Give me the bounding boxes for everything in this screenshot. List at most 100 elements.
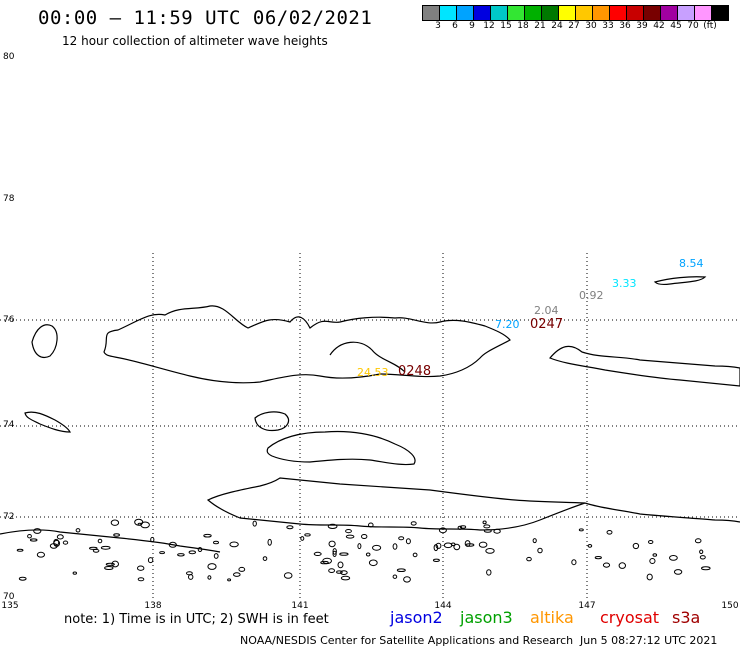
lake xyxy=(412,552,418,558)
lake xyxy=(646,573,653,581)
coastlines xyxy=(0,276,740,553)
lake xyxy=(453,543,461,551)
island-new-siberia xyxy=(549,345,740,387)
lake xyxy=(328,568,336,573)
scale-label: 42 xyxy=(653,21,665,31)
scale-label: 27 xyxy=(568,21,580,31)
island-stolbovoy xyxy=(24,411,71,433)
lake xyxy=(262,556,268,561)
lake xyxy=(213,553,219,559)
lake xyxy=(340,575,351,581)
lake xyxy=(486,569,492,576)
lake xyxy=(33,528,42,534)
x-tick-138: 138 xyxy=(144,601,162,611)
timestamp: Jun 5 08:27:12 UTC 2021 xyxy=(580,634,718,647)
lake xyxy=(213,540,219,545)
lake xyxy=(410,521,417,526)
color-scale xyxy=(422,5,729,21)
scale-label: (ft) xyxy=(703,21,717,31)
scale-label: 12 xyxy=(483,21,495,31)
lake xyxy=(150,536,155,543)
credit-line: NOAA/NESDIS Center for Satellite Applica… xyxy=(240,634,574,647)
y-tick-78: 78 xyxy=(3,194,15,204)
lake xyxy=(526,556,532,562)
lake xyxy=(673,569,683,575)
legend-jason2: jason2 xyxy=(390,608,443,627)
wave-height-label: 3.33 xyxy=(612,277,637,290)
wave-height-label: 2.04 xyxy=(534,304,559,317)
lake xyxy=(648,540,654,544)
lake xyxy=(283,572,293,579)
lake xyxy=(606,530,613,535)
lake xyxy=(433,544,439,552)
lake xyxy=(532,538,537,544)
lake xyxy=(699,555,706,560)
lake xyxy=(286,525,294,530)
lake xyxy=(336,570,343,574)
lake xyxy=(482,520,487,525)
lake xyxy=(357,543,362,550)
lake xyxy=(361,534,368,539)
lake xyxy=(188,574,194,580)
lake xyxy=(188,550,197,555)
island-kotelny-inner xyxy=(329,341,406,373)
scale-label: 3 xyxy=(435,21,441,31)
lake xyxy=(104,566,114,570)
legend-altika: altika xyxy=(530,608,574,627)
lake xyxy=(322,557,333,565)
lake xyxy=(602,562,611,568)
wave-height-label: 0.92 xyxy=(579,289,604,302)
lake xyxy=(177,553,185,557)
scale-swatch xyxy=(711,5,729,21)
legend-s3a: s3a xyxy=(672,608,701,627)
lake xyxy=(227,578,232,582)
scale-label: 70 xyxy=(687,21,699,31)
lake xyxy=(233,572,241,577)
scale-label: 9 xyxy=(469,21,475,31)
scale-label: 18 xyxy=(517,21,529,31)
lake xyxy=(27,534,32,539)
lake xyxy=(443,542,453,549)
lake xyxy=(578,528,584,532)
lake xyxy=(345,534,355,539)
lake xyxy=(332,550,337,558)
map-title: 00:00 – 11:59 UTC 06/02/2021 xyxy=(38,7,373,29)
lake xyxy=(252,520,257,527)
lakes xyxy=(16,518,711,583)
lake xyxy=(457,525,463,530)
scale-label: 21 xyxy=(534,21,546,31)
lake xyxy=(53,538,60,546)
color-scale-labels: 3 6 9 12 15 18 21 24 27 30 33 36 39 42 45 70 (ft) xyxy=(422,21,740,33)
lake xyxy=(392,543,398,550)
wave-height-label: 24.53 xyxy=(357,366,389,379)
lake xyxy=(398,536,405,541)
lake xyxy=(403,576,411,583)
lake xyxy=(438,527,447,534)
lake xyxy=(669,555,678,561)
lake xyxy=(327,523,338,530)
lake xyxy=(159,551,166,555)
legend-cryosat: cryosat xyxy=(600,608,660,627)
lake xyxy=(483,529,492,533)
lake xyxy=(137,577,145,582)
island-small xyxy=(254,411,290,432)
lake xyxy=(537,547,543,554)
mainland-coast xyxy=(206,477,586,531)
graticule xyxy=(0,253,740,600)
lake xyxy=(89,546,98,550)
lake xyxy=(701,566,711,571)
map-subtitle: 12 hour collection of altimeter wave hei… xyxy=(62,34,328,48)
lake xyxy=(587,544,593,548)
x-tick-147: 147 xyxy=(578,601,596,611)
y-tick-70: 70 xyxy=(3,592,15,602)
lake xyxy=(56,534,64,540)
scale-label: 15 xyxy=(500,21,512,31)
lake xyxy=(368,522,374,528)
scale-label: 24 xyxy=(551,21,563,31)
lake xyxy=(571,559,577,566)
lake xyxy=(485,548,495,554)
lake xyxy=(304,533,311,537)
map-canvas xyxy=(0,253,740,600)
lake xyxy=(652,553,658,557)
lake xyxy=(340,570,348,575)
